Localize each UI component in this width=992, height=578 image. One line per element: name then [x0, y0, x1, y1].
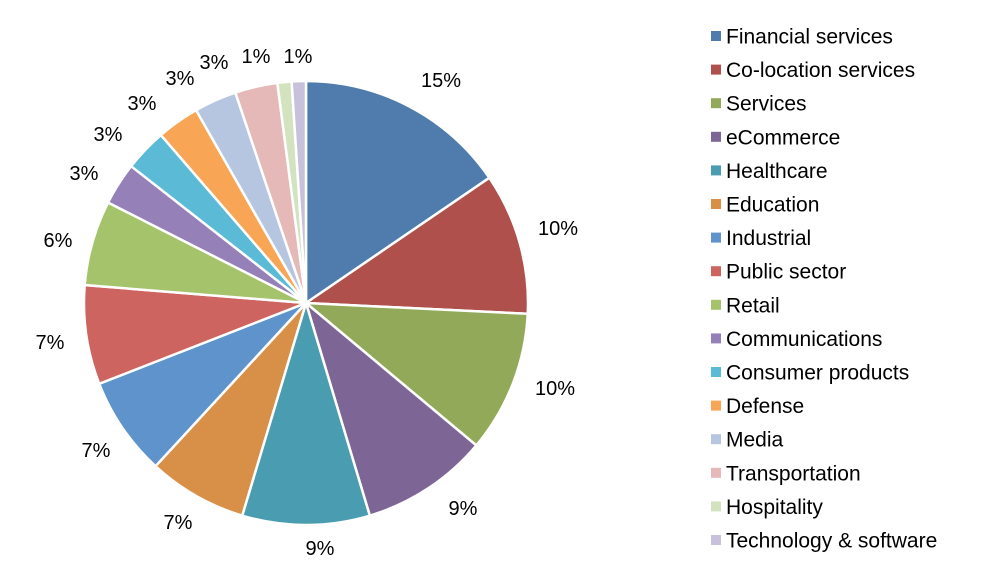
legend-swatch	[711, 199, 721, 209]
legend-entry: Defense	[726, 395, 804, 418]
pie-slice	[302, 301, 530, 448]
legend-entry: eCommerce	[726, 126, 840, 149]
data-label: 1%	[242, 46, 271, 68]
legend-entry: Retail	[726, 294, 780, 317]
legend-entry: Consumer products	[726, 362, 909, 385]
legend-entry: Media	[726, 429, 784, 452]
legend-swatch	[711, 535, 721, 545]
legend-swatch	[711, 367, 721, 377]
data-label: 3%	[94, 124, 123, 146]
legend-swatch	[711, 232, 721, 243]
pie-slice	[240, 298, 372, 527]
legend-entry: Financial services	[726, 26, 893, 49]
legend-entry: Transportation	[726, 462, 861, 485]
legend-swatch	[711, 299, 721, 310]
data-label: 3%	[200, 52, 229, 74]
legend-swatch	[711, 400, 721, 411]
pie-slice	[97, 301, 307, 468]
pie-slice	[290, 79, 308, 304]
legend-entry: Industrial	[726, 227, 811, 250]
data-label: 3%	[166, 68, 195, 90]
pie-slice	[303, 299, 479, 518]
data-label: 1%	[284, 46, 313, 68]
legend-swatch	[711, 266, 721, 277]
data-label: 3%	[128, 93, 157, 115]
legend-entry: Public sector	[726, 261, 846, 284]
legend-entry: Technology & software	[726, 530, 937, 553]
legend-entry: Services	[726, 93, 807, 116]
data-label: 6%	[44, 230, 73, 252]
legend-swatch	[711, 131, 721, 142]
legend-entry: Education	[726, 194, 819, 217]
legend-swatch	[711, 98, 721, 109]
data-label: 9%	[306, 538, 335, 560]
data-label: 10%	[535, 378, 575, 400]
legend-entry: Healthcare	[726, 160, 828, 183]
pie-slice	[82, 283, 307, 386]
legend-entry: Communications	[726, 328, 882, 351]
legend-swatch	[711, 467, 721, 478]
data-label: 7%	[164, 512, 193, 534]
data-label: 15%	[421, 70, 461, 92]
data-label: 10%	[538, 218, 578, 240]
legend-entry: Hospitality	[726, 496, 823, 519]
legend-entry: Co-location services	[726, 59, 915, 82]
data-label: 9%	[449, 498, 478, 520]
pie-slice	[304, 79, 492, 306]
pie-slice	[153, 302, 308, 518]
legend-swatch	[711, 333, 721, 344]
legend-swatch	[711, 64, 721, 75]
data-label: 7%	[82, 440, 111, 462]
data-label: 3%	[70, 163, 99, 185]
data-label: 7%	[36, 332, 65, 354]
legend-swatch	[711, 165, 721, 176]
legend-swatch	[711, 501, 721, 512]
legend-swatch	[711, 31, 721, 41]
legend-swatch	[711, 434, 721, 445]
pie-slice	[302, 176, 530, 316]
